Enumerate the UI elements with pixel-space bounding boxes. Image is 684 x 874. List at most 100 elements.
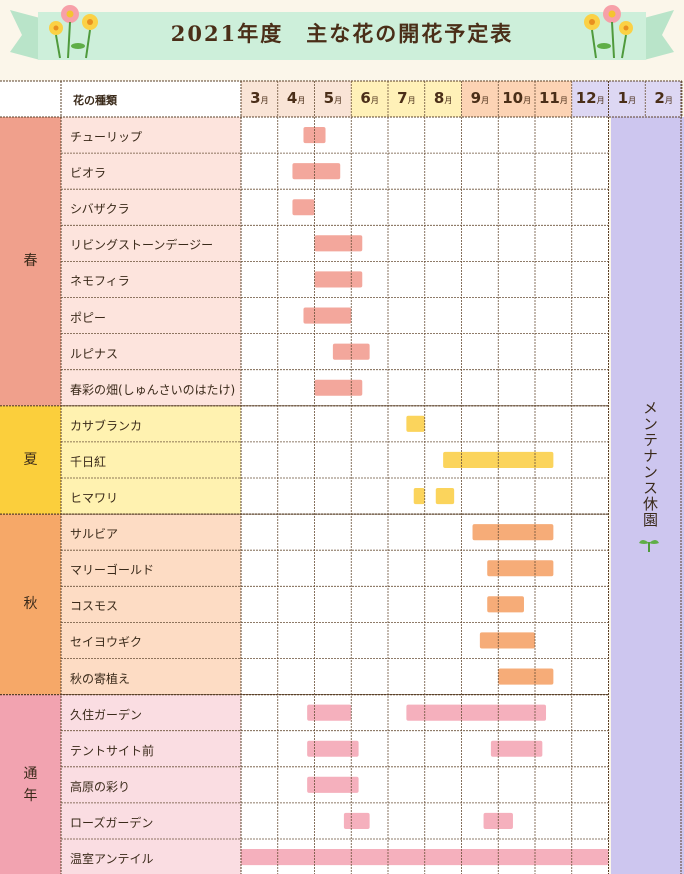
month-header-8: 8月 [425, 89, 462, 107]
month-number: 5 [323, 89, 335, 107]
flower-name: チューリップ [70, 130, 143, 144]
month-unit: 月 [559, 96, 568, 105]
bloom-period-bar [487, 560, 554, 577]
flower-name: ポピー [70, 310, 107, 325]
month-header-bg [388, 81, 425, 117]
month-unit: 月 [523, 96, 532, 105]
month-unit: 月 [628, 96, 637, 105]
month-number: 4 [286, 89, 298, 107]
month-number: 9 [470, 89, 482, 107]
season-label-summer: 夏 [0, 449, 61, 471]
month-header-12: 12月 [572, 89, 609, 107]
bloom-period-bar [314, 235, 363, 252]
month-number: 1 [617, 89, 629, 107]
flower-name: リビングストーンデージー [70, 238, 214, 253]
flower-name: テントサイト前 [70, 743, 155, 758]
flower-name: ヒマワリ [70, 491, 119, 505]
month-header-9: 9月 [462, 89, 499, 107]
flower-name-cell [61, 333, 241, 370]
month-unit: 月 [444, 96, 453, 105]
month-number: 12 [575, 89, 597, 107]
flower-name: マリーゴールド [70, 563, 155, 578]
flower-name: シバザクラ [70, 202, 130, 217]
flower-name-cell [61, 153, 241, 190]
bloom-period-bar [292, 199, 315, 216]
month-header-6: 6月 [351, 89, 388, 107]
season-char: 秋 [23, 596, 38, 613]
flower-name-cell [61, 369, 241, 406]
flower-name-cell [61, 297, 241, 334]
month-unit: 月 [664, 96, 673, 105]
flower-name: カサブランカ [70, 418, 143, 433]
flower-name-cell [61, 441, 241, 478]
month-header-bg [351, 81, 388, 117]
bloom-period-bar [490, 740, 543, 757]
month-header-1: 1月 [609, 89, 646, 107]
flower-name-cell [61, 694, 241, 731]
season-char: 通 [23, 765, 38, 782]
bloom-period-bar [303, 307, 352, 324]
bloom-period-bar [307, 740, 359, 757]
month-header-bg [277, 81, 315, 117]
maintenance-column [611, 117, 684, 874]
bloom-period-bar [241, 849, 609, 866]
flower-name: ビオラ [70, 166, 107, 181]
flower-name-cell [61, 622, 241, 659]
sprout-icon [639, 540, 659, 552]
flower-name: 高原の彩り [70, 779, 131, 794]
flower-name-cell [61, 117, 241, 154]
month-number: 8 [433, 89, 445, 107]
season-label-autumn: 秋 [0, 593, 61, 615]
month-unit: 月 [297, 96, 306, 105]
month-header-bg [608, 81, 646, 117]
page-title: 2021年度 主な花の開花予定表 [170, 21, 514, 46]
bloom-period-bar [314, 379, 363, 396]
bloom-period-bar [314, 271, 363, 288]
flower-name: 久住ガーデン [70, 707, 143, 722]
month-unit: 月 [481, 96, 490, 105]
bloom-period-bar [292, 163, 341, 180]
month-unit: 月 [370, 96, 379, 105]
month-number: 7 [397, 89, 408, 107]
month-unit: 月 [596, 96, 605, 105]
title-banner [10, 5, 674, 60]
month-header-bg [424, 81, 462, 117]
flower-name: サルビア [70, 527, 119, 542]
month-header-bg [461, 81, 499, 117]
month-header-2: 2月 [645, 89, 682, 107]
month-header-4: 4月 [278, 89, 315, 107]
flower-name-cell [61, 839, 241, 874]
month-header-3: 3月 [241, 89, 278, 107]
flower-name: ネモフィラ [70, 274, 130, 289]
month-number: 3 [250, 89, 261, 107]
flower-name-cell [61, 766, 241, 803]
flower-name-cell [61, 189, 241, 226]
flower-name: 千日紅 [70, 454, 107, 469]
flower-name: 温室アンテイル [70, 852, 154, 866]
flower-name: ローズガーデン [70, 815, 154, 830]
season-char: 春 [23, 253, 38, 270]
bloom-period-bar [406, 415, 425, 432]
bloom-period-bar [479, 632, 535, 649]
flower-icon-left [49, 5, 98, 59]
bloom-period-bar [307, 704, 352, 721]
season-band-spring [0, 117, 61, 406]
flower-name: ルピナス [70, 346, 119, 361]
flower-name-cell [61, 478, 241, 515]
season-char: 年 [23, 787, 38, 804]
month-number: 2 [654, 89, 665, 107]
month-number: 10 [502, 89, 524, 107]
bloom-period-bar [472, 524, 554, 541]
flower-name-cell [61, 225, 241, 262]
month-header-7: 7月 [388, 89, 425, 107]
bloom-period-bar [487, 596, 524, 613]
bloom-period-bar [498, 668, 554, 685]
season-band-autumn [0, 514, 61, 695]
species-column-header: 花の種類 [73, 94, 117, 107]
season-char: 夏 [23, 451, 38, 468]
season-label-yearround: 通年 [0, 763, 61, 807]
month-unit: 月 [334, 96, 343, 105]
flower-name: 秋の寄植え [70, 671, 131, 686]
bloom-period-bar [406, 704, 547, 721]
